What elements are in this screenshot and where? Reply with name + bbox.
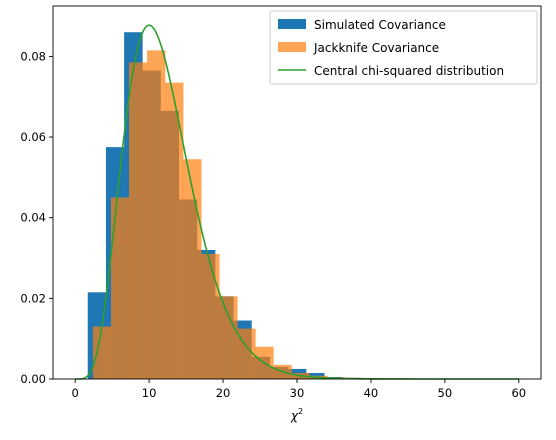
y-tick-label: 0.06 xyxy=(20,130,46,144)
x-tick-label: 10 xyxy=(142,386,157,400)
legend-label-chi-squared: Central chi-squared distribution xyxy=(314,64,504,78)
jackknife-bar-0 xyxy=(92,326,112,379)
y-tick-label: 0.04 xyxy=(20,211,46,225)
legend-swatch-simulated xyxy=(278,19,306,29)
legend-swatch-jackknife xyxy=(278,42,306,52)
x-tick-label: 0 xyxy=(72,386,79,400)
legend-box xyxy=(269,10,538,85)
jackknife-bar-3 xyxy=(147,50,166,380)
x-tick-label: 30 xyxy=(290,386,305,400)
y-tick-label: 0.00 xyxy=(20,372,46,386)
x-axis-label-symbol: χ xyxy=(290,409,299,423)
x-tick-label: 40 xyxy=(364,386,379,400)
jackknife-covariance-bars xyxy=(92,50,382,380)
y-tick-label: 0.08 xyxy=(20,49,46,63)
legend-label-jackknife: Jackknife Covariance xyxy=(313,41,439,55)
legend: Simulated Covariance Jackknife Covarianc… xyxy=(269,10,538,85)
y-axis-ticks: 0.00 0.02 0.04 0.06 0.08 xyxy=(20,49,53,386)
y-tick-label: 0.02 xyxy=(20,291,46,305)
x-tick-label: 60 xyxy=(511,386,526,400)
legend-label-simulated: Simulated Covariance xyxy=(314,18,446,32)
jackknife-bar-1 xyxy=(110,197,130,379)
jackknife-bar-5 xyxy=(183,159,202,379)
x-tick-label: 50 xyxy=(438,386,453,400)
x-axis-ticks: 0 10 20 30 40 50 60 xyxy=(72,379,526,400)
jackknife-bar-4 xyxy=(165,82,184,380)
x-axis-label-superscript: 2 xyxy=(298,407,303,416)
x-axis-label: χ2 xyxy=(290,407,303,423)
jackknife-bar-7 xyxy=(219,296,238,379)
x-tick-label: 20 xyxy=(216,386,231,400)
jackknife-bar-6 xyxy=(201,253,220,379)
jackknife-bar-2 xyxy=(129,62,148,380)
